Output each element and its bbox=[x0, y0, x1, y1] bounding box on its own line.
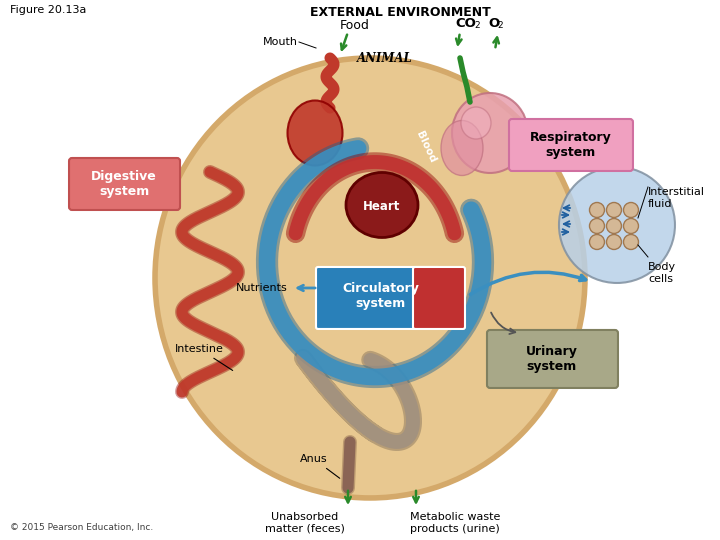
Circle shape bbox=[590, 202, 605, 218]
FancyBboxPatch shape bbox=[487, 330, 618, 388]
Circle shape bbox=[559, 167, 675, 283]
Text: Intestine: Intestine bbox=[175, 344, 233, 370]
Circle shape bbox=[590, 219, 605, 233]
FancyBboxPatch shape bbox=[509, 119, 633, 171]
Text: Figure 20.13a: Figure 20.13a bbox=[10, 5, 86, 15]
Circle shape bbox=[624, 219, 639, 233]
Ellipse shape bbox=[461, 107, 491, 139]
Text: 2: 2 bbox=[474, 21, 480, 30]
Text: Circulatory
system: Circulatory system bbox=[343, 282, 420, 310]
Text: Metabolic waste
products (urine): Metabolic waste products (urine) bbox=[410, 512, 500, 534]
FancyBboxPatch shape bbox=[316, 267, 440, 329]
Ellipse shape bbox=[452, 93, 528, 173]
Ellipse shape bbox=[441, 120, 483, 176]
Text: Urinary
system: Urinary system bbox=[526, 345, 578, 373]
Text: Food: Food bbox=[340, 19, 370, 32]
Ellipse shape bbox=[287, 100, 343, 165]
Circle shape bbox=[606, 219, 621, 233]
Text: ANIMAL: ANIMAL bbox=[357, 52, 413, 65]
Circle shape bbox=[606, 234, 621, 249]
Circle shape bbox=[624, 234, 639, 249]
Text: Unabsorbed
matter (feces): Unabsorbed matter (feces) bbox=[265, 512, 345, 534]
Text: Respiratory
system: Respiratory system bbox=[530, 131, 612, 159]
Text: Body
cells: Body cells bbox=[648, 262, 676, 284]
Text: Heart: Heart bbox=[364, 200, 401, 213]
Circle shape bbox=[624, 202, 639, 218]
Circle shape bbox=[606, 202, 621, 218]
Text: Mouth: Mouth bbox=[263, 37, 298, 47]
Text: © 2015 Pearson Education, Inc.: © 2015 Pearson Education, Inc. bbox=[10, 523, 153, 532]
Text: Blood: Blood bbox=[414, 130, 438, 164]
Text: O: O bbox=[488, 17, 499, 30]
Ellipse shape bbox=[346, 172, 418, 238]
Text: EXTERNAL ENVIRONMENT: EXTERNAL ENVIRONMENT bbox=[310, 6, 490, 19]
Text: Interstitial
fluid: Interstitial fluid bbox=[648, 187, 705, 208]
Text: Digestive
system: Digestive system bbox=[91, 170, 157, 198]
Text: CO: CO bbox=[455, 17, 476, 30]
Circle shape bbox=[590, 234, 605, 249]
Text: 2: 2 bbox=[497, 21, 503, 30]
Ellipse shape bbox=[155, 58, 585, 498]
FancyBboxPatch shape bbox=[69, 158, 180, 210]
Text: Nutrients: Nutrients bbox=[236, 283, 288, 293]
FancyBboxPatch shape bbox=[413, 267, 465, 329]
Text: Anus: Anus bbox=[300, 454, 340, 478]
